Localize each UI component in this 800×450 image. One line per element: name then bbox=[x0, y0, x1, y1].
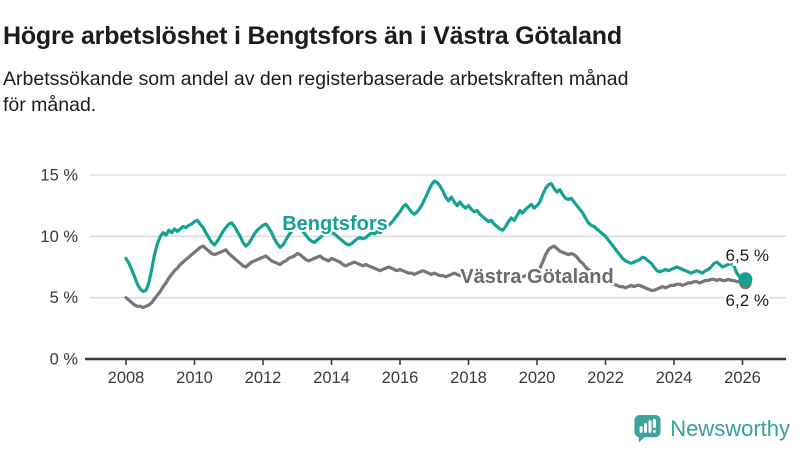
bengtsfors-end-value: 6,5 % bbox=[726, 246, 769, 265]
x-tick-label: 2020 bbox=[519, 369, 556, 387]
chart-subtitle-line-2: för månad. bbox=[3, 94, 97, 116]
newsworthy-logo-icon bbox=[634, 414, 661, 443]
x-tick-label: 2024 bbox=[656, 369, 693, 387]
x-tick-label: 2010 bbox=[176, 369, 213, 387]
newsworthy-wordmark: Newsworthy bbox=[670, 415, 790, 441]
y-tick-label: 0 % bbox=[50, 351, 79, 369]
line-chart-svg: 2008 2010 2012 2014 2016 2018 2020 2022 2024 2026… bbox=[40, 167, 786, 387]
x-ticks: 2008 2010 2012 2014 2016 2018 2020 2022 2024 2026 bbox=[108, 359, 761, 387]
vastra-gotaland-line bbox=[124, 244, 748, 310]
newsworthy-brand: Newsworthy bbox=[633, 414, 790, 443]
y-tick-label: 15 % bbox=[40, 167, 78, 185]
bengtsfors-end-dot bbox=[738, 272, 753, 287]
vastra-gotaland-end-value: 6,2 % bbox=[726, 291, 769, 310]
vastra-gotaland-label: Västra Götaland bbox=[460, 266, 613, 288]
x-tick-label: 2012 bbox=[245, 369, 282, 387]
x-tick-label: 2018 bbox=[450, 369, 487, 387]
y-tick-label: 10 % bbox=[40, 228, 78, 246]
x-tick-label: 2008 bbox=[108, 369, 145, 387]
unemployment-line-chart: 2008 2010 2012 2014 2016 2018 2020 2022 2024 2026… bbox=[0, 150, 800, 412]
y-gridlines bbox=[90, 174, 786, 299]
y-tick-labels: 0 % 5 % 10 % 15 % bbox=[40, 167, 78, 369]
chart-subtitle: Arbetssökande som andel av den registerb… bbox=[3, 66, 628, 118]
bengtsfors-label: Bengtsfors bbox=[282, 213, 388, 235]
page-title: Högre arbetslöshet i Bengtsfors än i Väs… bbox=[3, 21, 622, 50]
x-tick-label: 2022 bbox=[587, 369, 624, 387]
x-tick-label: 2016 bbox=[382, 369, 419, 387]
bengtsfors-line bbox=[124, 179, 748, 294]
chart-subtitle-line-1: Arbetssökande som andel av den registerb… bbox=[3, 68, 629, 90]
x-tick-label: 2026 bbox=[724, 369, 761, 387]
y-tick-label: 5 % bbox=[50, 289, 79, 307]
x-tick-label: 2014 bbox=[313, 369, 350, 387]
